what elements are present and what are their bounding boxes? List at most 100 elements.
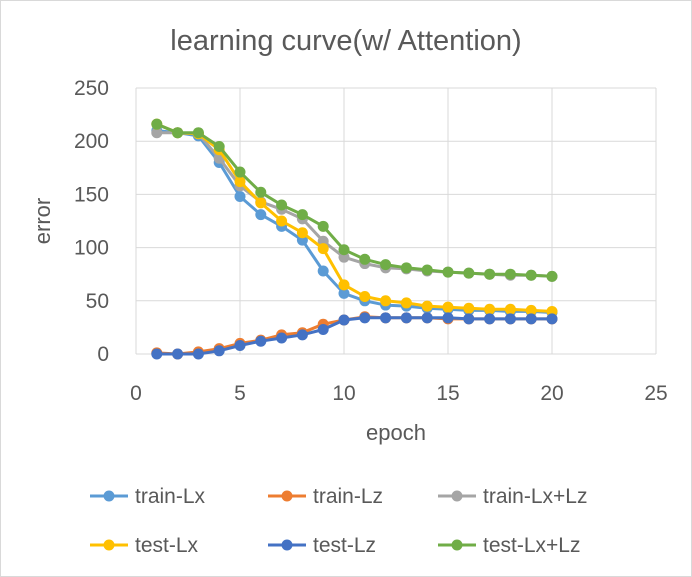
data-point: [380, 312, 392, 324]
x-tick-label: 10: [332, 382, 355, 405]
data-point: [442, 301, 454, 313]
data-point: [213, 345, 225, 357]
legend-label: test-Lz: [313, 534, 376, 557]
data-point: [421, 264, 433, 276]
data-point: [192, 348, 204, 360]
data-point: [359, 253, 371, 265]
data-point: [338, 279, 350, 291]
x-tick-label: 15: [436, 382, 459, 405]
data-point: [442, 312, 454, 324]
legend-item: train-Lx+Lz: [438, 485, 587, 508]
data-point: [421, 312, 433, 324]
legend-label: test-Lx: [135, 534, 199, 557]
data-point: [546, 313, 558, 325]
data-point: [234, 176, 246, 188]
data-point: [463, 267, 475, 279]
legend-item: test-Lx+Lz: [438, 534, 580, 557]
data-point: [234, 166, 246, 178]
data-point: [421, 300, 433, 312]
data-point: [525, 313, 537, 325]
data-point: [484, 303, 496, 315]
x-tick-label: 0: [130, 382, 142, 405]
legend-label: test-Lx+Lz: [483, 534, 580, 557]
gridlines: [135, 87, 657, 355]
legend-swatch-marker: [451, 490, 463, 502]
data-point: [463, 302, 475, 314]
data-point: [442, 266, 454, 278]
legend-swatch-marker: [281, 539, 293, 551]
data-point: [276, 332, 288, 344]
legend-item: test-Lz: [268, 534, 376, 557]
legend-swatch-marker: [103, 490, 115, 502]
data-point: [234, 191, 246, 203]
data-point: [338, 314, 350, 326]
data-point: [255, 186, 267, 198]
legend-swatch-marker: [103, 539, 115, 551]
data-point: [525, 304, 537, 316]
data-series: [151, 118, 558, 360]
data-point: [192, 127, 204, 139]
data-point: [546, 270, 558, 282]
legend-label: train-Lx: [135, 485, 206, 508]
data-point: [296, 209, 308, 221]
x-axis-title: epoch: [366, 420, 426, 445]
series-test-lz: [151, 312, 558, 360]
tick-labels: 0 50 100 150 200 250 0 5 10 15 20 25: [74, 77, 668, 405]
data-point: [400, 262, 412, 274]
y-tick-label: 50: [86, 290, 109, 313]
data-point: [172, 127, 184, 139]
data-point: [525, 269, 537, 281]
data-point: [317, 265, 329, 277]
x-tick-label: 25: [644, 382, 667, 405]
data-point: [484, 313, 496, 325]
data-point: [255, 197, 267, 209]
data-point: [504, 268, 516, 280]
data-point: [359, 312, 371, 324]
y-axis-title: error: [30, 198, 55, 244]
data-point: [380, 295, 392, 307]
series-train-lx-lz: [151, 127, 558, 282]
y-tick-label: 200: [74, 130, 109, 153]
data-point: [400, 297, 412, 309]
series-test-lx-lz: [151, 118, 558, 282]
legend-swatch-marker: [281, 490, 293, 502]
legend-item: test-Lx: [90, 534, 199, 557]
data-point: [338, 244, 350, 256]
data-point: [276, 199, 288, 211]
data-point: [255, 335, 267, 347]
data-point: [213, 141, 225, 153]
data-point: [276, 215, 288, 227]
y-tick-label: 250: [74, 77, 109, 100]
data-point: [359, 291, 371, 303]
data-point: [338, 287, 350, 299]
legend-label: train-Lx+Lz: [483, 485, 587, 508]
data-point: [463, 313, 475, 325]
data-point: [484, 268, 496, 280]
data-point: [151, 118, 163, 130]
y-tick-label: 150: [74, 183, 109, 206]
data-point: [317, 324, 329, 336]
chart-title: learning curve(w/ Attention): [170, 25, 521, 57]
data-point: [151, 127, 163, 139]
data-point: [504, 303, 516, 315]
data-point: [234, 339, 246, 351]
legend-swatch-marker: [451, 539, 463, 551]
legend-item: train-Lz: [268, 485, 383, 508]
legend-item: train-Lx: [90, 485, 206, 508]
x-tick-label: 20: [540, 382, 563, 405]
x-tick-label: 5: [234, 382, 246, 405]
data-point: [317, 243, 329, 255]
data-point: [255, 209, 267, 221]
data-point: [296, 329, 308, 341]
legend-label: train-Lz: [313, 485, 383, 508]
data-point: [504, 313, 516, 325]
data-point: [380, 259, 392, 271]
data-point: [317, 220, 329, 232]
legend: train-Lx train-Lz train-Lx+Lz test-Lx test-L…: [90, 485, 587, 557]
y-tick-label: 0: [97, 343, 109, 366]
y-tick-label: 100: [74, 237, 109, 260]
data-point: [172, 348, 184, 360]
data-point: [151, 348, 163, 360]
data-point: [296, 227, 308, 239]
